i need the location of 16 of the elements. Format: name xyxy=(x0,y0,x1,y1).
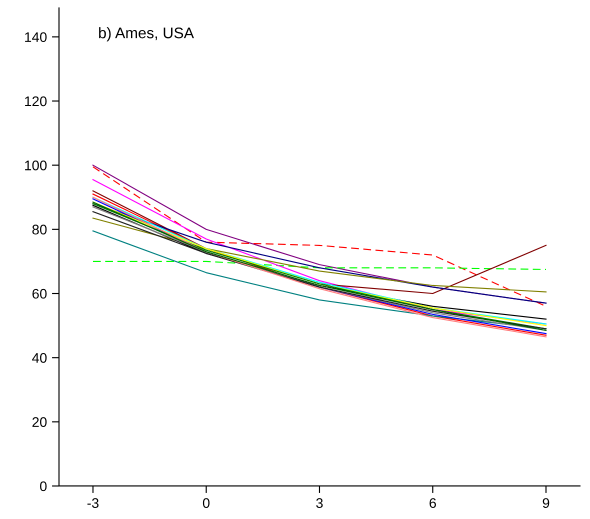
y-tick-label: 0 xyxy=(40,481,47,492)
x-tick-label: 6 xyxy=(430,498,436,508)
y-tick-label: 80 xyxy=(32,224,47,235)
line-series xyxy=(92,230,547,330)
y-tick-label: 100 xyxy=(25,160,47,170)
y-tick-label: 40 xyxy=(32,353,47,363)
y-tick-label: 20 xyxy=(32,417,47,427)
x-tick-label: -3 xyxy=(87,498,99,508)
x-tick-label: 0 xyxy=(202,498,210,508)
x-tick-label: 3 xyxy=(316,498,323,508)
text: b) Ames, USA xyxy=(99,27,194,42)
y-tick-label: 140 xyxy=(25,32,47,42)
x-tick-label: 9 xyxy=(542,498,550,508)
line-series xyxy=(92,218,547,292)
y-tick-label: 60 xyxy=(32,288,47,299)
y-tick-label: 120 xyxy=(25,96,47,106)
